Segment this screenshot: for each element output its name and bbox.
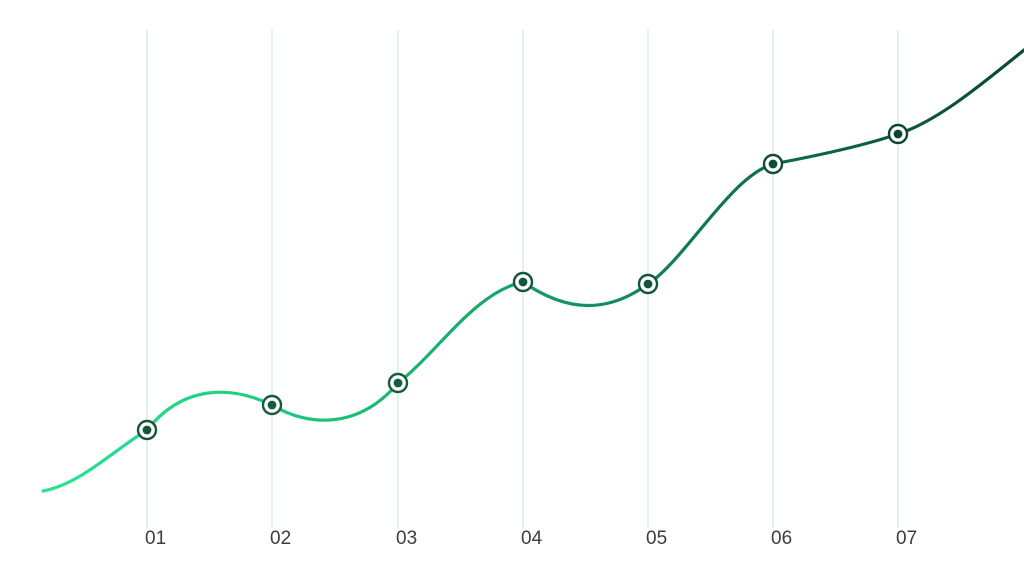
svg-text:05: 05	[646, 528, 667, 549]
svg-text:06: 06	[771, 528, 792, 549]
svg-text:01: 01	[145, 528, 166, 549]
svg-text:04: 04	[521, 528, 543, 549]
svg-text:03: 03	[396, 528, 417, 549]
svg-text:07: 07	[896, 528, 917, 549]
svg-text:02: 02	[270, 528, 291, 549]
